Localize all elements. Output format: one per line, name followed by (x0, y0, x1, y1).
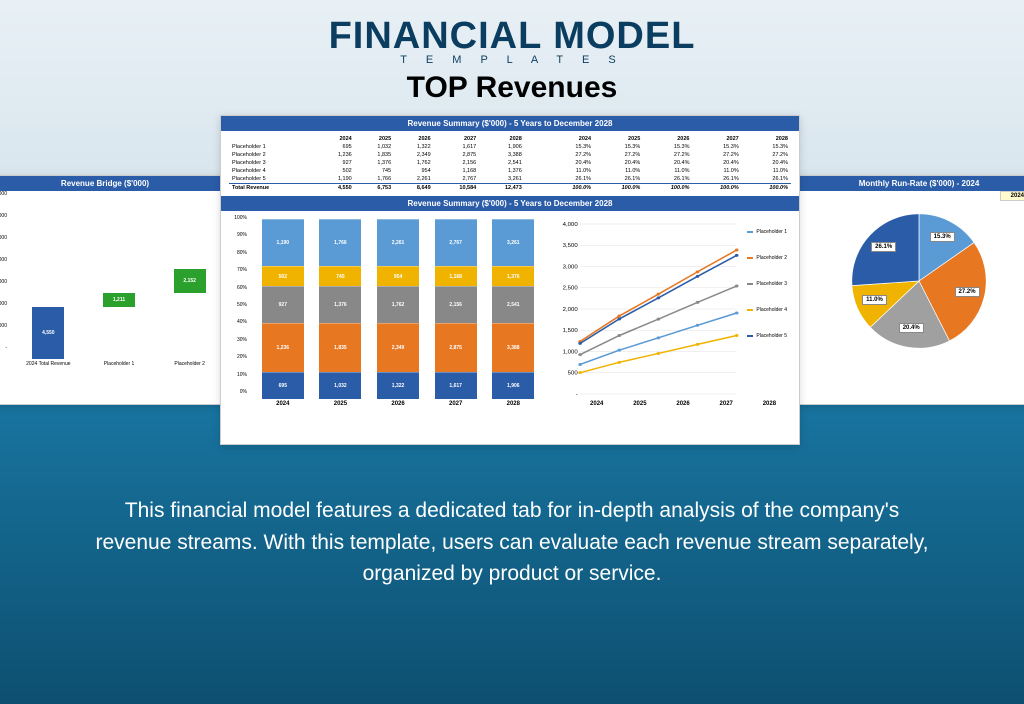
stacked-bar: 6951,2369275021,190 (257, 219, 309, 399)
x-label: 2025 (312, 401, 370, 407)
x-label: 2024 (254, 401, 312, 407)
pie-slice-label: 26.1% (871, 242, 896, 252)
pie-slice-label: 27.2% (955, 287, 980, 297)
svg-text:-: - (576, 392, 578, 397)
header: FINANCIAL MODEL T E M P L A T E S TOP Re… (0, 0, 1024, 105)
panel-revenue-bridge: Revenue Bridge ($'000) 14,00012,00010,00… (0, 175, 230, 405)
bridge-x-label: Placeholder 1 (84, 361, 155, 367)
title-top-revenues: TOP Revenues (0, 71, 1024, 105)
bridge-bar: 2,152 (174, 269, 206, 294)
svg-text:4,000: 4,000 (563, 222, 578, 227)
svg-text:500: 500 (568, 371, 578, 376)
revenue-table: 2024202520262027202820242025202620272028… (221, 131, 799, 196)
stacked-bar-chart: 100%90%80%70%60%50%40%30%20%10%0% 6951,2… (225, 215, 546, 427)
stacked-bar: 1,3222,3491,7629542,261 (372, 219, 424, 399)
pie-chart: 15.3% 27.2% 20.4% 11.0% 26.1% (849, 211, 989, 351)
bridge-bar: 1,211 (103, 293, 135, 307)
x-label: 2027 (427, 401, 485, 407)
svg-text:1,000: 1,000 (563, 350, 578, 355)
table-row: Placeholder 16951,0321,3221,6171,90615.3… (229, 143, 791, 151)
bridge-x-label: Placeholder 2 (154, 361, 225, 367)
bridge-chart: 14,00012,00010,0008,0006,0004,0002,000- … (0, 191, 229, 391)
panel-pie: Monthly Run-Rate ($'000) - 2024 2024 old… (794, 175, 1024, 405)
bridge-x-label: 2024 Total Revenue (13, 361, 84, 367)
title-sub: T E M P L A T E S (0, 54, 1024, 66)
x-label: 2028 (748, 401, 791, 407)
x-label: 2026 (661, 401, 704, 407)
line-chart: -5001,0001,5002,0002,5003,0003,5004,000 … (546, 215, 795, 427)
table-row: Placeholder 51,1901,7662,2612,7673,26126… (229, 175, 791, 184)
description-text: This financial model features a dedicate… (0, 455, 1024, 590)
pie-year: 2024 (1000, 191, 1024, 201)
pie-slice-label: 15.3% (930, 232, 955, 242)
center-table-title: Revenue Summary ($'000) - 5 Years to Dec… (221, 116, 799, 131)
x-label: 2025 (618, 401, 661, 407)
table-row: Placeholder 21,2361,8352,3492,8753,38827… (229, 151, 791, 159)
center-chart-title: Revenue Summary ($'000) - 5 Years to Dec… (221, 196, 799, 211)
x-label: 2027 (705, 401, 748, 407)
pie-slice-label: 20.4% (899, 323, 924, 333)
svg-text:3,500: 3,500 (563, 244, 578, 249)
x-label: 2028 (485, 401, 543, 407)
legend-item: Placeholder 2 (747, 255, 787, 261)
panel-center: Revenue Summary ($'000) - 5 Years to Dec… (220, 115, 800, 445)
bridge-bar: 4,550 (32, 307, 64, 359)
table-row: Placeholder 39271,3761,7622,1562,54120.4… (229, 159, 791, 167)
bridge-title: Revenue Bridge ($'000) (0, 176, 229, 191)
pie-slice-label: 11.0% (862, 295, 887, 305)
stacked-bar: 1,0321,8351,3767451,766 (315, 219, 367, 399)
panels-container: Revenue Bridge ($'000) 14,00012,00010,00… (0, 115, 1024, 455)
svg-text:1,500: 1,500 (563, 329, 578, 334)
svg-text:3,000: 3,000 (563, 265, 578, 270)
legend-item: Placeholder 3 (747, 281, 787, 287)
svg-text:2,000: 2,000 (563, 307, 578, 312)
pie-title: Monthly Run-Rate ($'000) - 2024 (795, 176, 1024, 191)
legend-item: Placeholder 1 (747, 229, 787, 235)
title-main: FINANCIAL MODEL (0, 15, 1024, 58)
legend-item: Placeholder 4 (747, 307, 787, 313)
total-row: Total Revenue4,5506,7538,64910,58412,473… (229, 184, 791, 193)
stacked-bar: 1,6172,8752,1561,1682,767 (430, 219, 482, 399)
x-label: 2024 (575, 401, 618, 407)
legend-item: Placeholder 5 (747, 333, 787, 339)
stacked-bar: 1,9063,3882,5411,3763,261 (488, 219, 540, 399)
svg-text:2,500: 2,500 (563, 286, 578, 291)
x-label: 2026 (369, 401, 427, 407)
table-row: Placeholder 45027459541,1681,37611.0%11.… (229, 167, 791, 175)
